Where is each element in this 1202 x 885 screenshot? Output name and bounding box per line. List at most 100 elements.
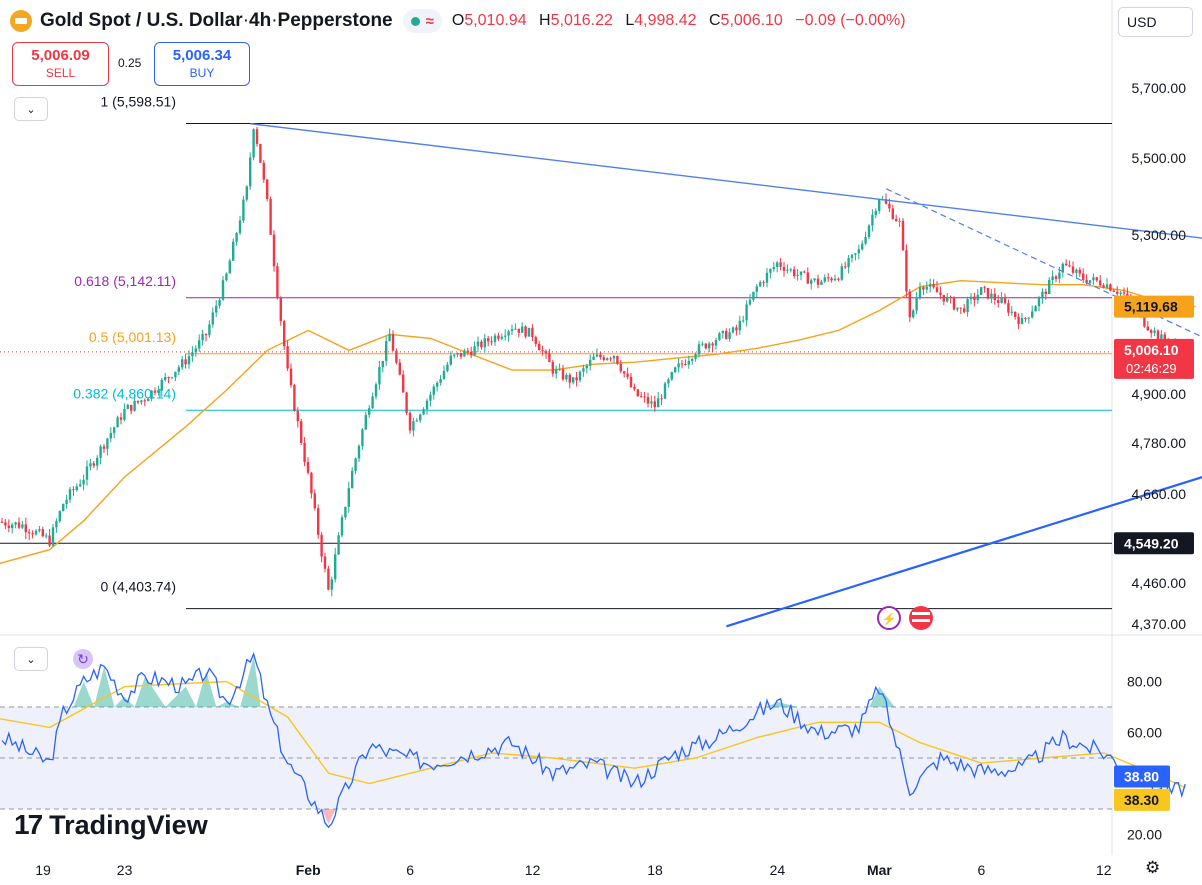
interval-label[interactable]: 4h <box>249 10 272 31</box>
candle-body <box>310 472 313 494</box>
candle-body <box>303 443 306 463</box>
buy-button[interactable]: 5,006.34 BUY <box>154 42 250 86</box>
candle-body <box>976 294 979 301</box>
candle-body <box>718 333 721 340</box>
candle-body <box>755 286 758 292</box>
candle-body <box>296 411 299 422</box>
candle-body <box>595 354 599 357</box>
candle-body <box>810 280 813 284</box>
candle-body <box>136 400 140 403</box>
candle-body <box>466 350 469 352</box>
symbol-title[interactable]: Gold Spot / U.S. Dollar <box>40 10 243 31</box>
candle-body <box>140 400 143 403</box>
candle-body <box>521 326 524 333</box>
candle-body <box>963 308 966 313</box>
candle-body <box>541 350 544 352</box>
candle-body <box>51 527 55 546</box>
candle-body <box>867 225 871 238</box>
candle-body <box>1105 284 1109 288</box>
candle-body <box>813 278 816 281</box>
candle-body <box>123 408 126 420</box>
candle-body <box>1085 279 1088 284</box>
candle-body <box>473 346 476 356</box>
candle-body <box>0 521 4 523</box>
time-tick-label: 24 <box>770 862 786 878</box>
candle-body <box>901 220 905 251</box>
candle-body <box>687 360 690 365</box>
candle-body <box>72 489 75 491</box>
gear-icon[interactable]: ⚙ <box>1145 858 1161 877</box>
tv-mark-icon: 17 <box>14 809 43 840</box>
candle-body <box>330 579 333 590</box>
candle-body <box>786 269 789 271</box>
candle-body <box>663 383 667 399</box>
candle-body <box>782 266 786 271</box>
candle-body <box>374 384 378 397</box>
trendline-dashed <box>885 188 1202 338</box>
market-open-icon <box>410 16 420 26</box>
candle-body <box>1099 280 1102 286</box>
sell-price: 5,006.09 <box>31 47 90 64</box>
candle-body <box>354 458 357 471</box>
trendline-lower <box>726 476 1202 628</box>
time-tick-label: Feb <box>296 862 321 878</box>
candle-body <box>731 327 735 333</box>
collapse-legend-button[interactable]: ⌄ <box>14 97 48 121</box>
candle-body <box>215 305 218 313</box>
candle-body <box>555 369 558 374</box>
candle-body <box>442 370 446 379</box>
candle-body <box>340 517 344 536</box>
candle-body <box>1126 293 1129 296</box>
sell-button[interactable]: 5,006.09 SELL <box>12 42 109 86</box>
candle-body <box>327 568 330 590</box>
candle-body <box>456 352 459 355</box>
chevron-down-icon: ⌄ <box>26 103 36 116</box>
candle-body <box>500 336 503 339</box>
candle-body <box>694 354 697 359</box>
candle-body <box>959 307 962 309</box>
candle-body <box>969 296 973 300</box>
candle-body <box>956 307 959 310</box>
candle-body <box>300 421 303 444</box>
tradingview-logo: 17 TradingView <box>14 809 208 841</box>
candle-body <box>1078 269 1081 274</box>
candle-body <box>660 398 663 400</box>
candle-body <box>504 335 507 337</box>
level-price-tag <box>1114 532 1194 555</box>
candle-body <box>211 312 214 325</box>
candle-body <box>915 297 918 311</box>
candle-body <box>79 484 82 487</box>
candle-body <box>38 529 41 531</box>
candle-body <box>820 281 823 285</box>
candle-body <box>266 179 269 199</box>
candle-body <box>58 511 61 522</box>
collapse-rsi-legend-button[interactable]: ⌄ <box>14 647 48 671</box>
candle-body <box>691 358 694 361</box>
candle-body <box>102 446 106 449</box>
candle-body <box>364 414 367 430</box>
candle-body <box>109 432 112 439</box>
candle-body <box>493 335 497 342</box>
rsi-tick-label: 60.00 <box>1127 725 1162 741</box>
candle-body <box>259 143 262 163</box>
candle-body <box>738 320 741 331</box>
candle-body <box>320 534 323 557</box>
candle-body <box>973 296 976 301</box>
spread-value: 0.25 <box>118 56 142 70</box>
candle-body <box>449 355 452 365</box>
rsi-tick-label: 80.00 <box>1127 674 1162 690</box>
candle-body <box>636 389 639 397</box>
candle-body <box>674 367 677 373</box>
candle-body <box>419 414 422 421</box>
candle-body <box>708 343 711 349</box>
candle-body <box>1088 280 1092 284</box>
candle-body <box>908 291 911 318</box>
candle-body <box>408 412 412 431</box>
market-status-pill[interactable]: ≈ <box>402 9 442 33</box>
candle-body <box>286 346 289 369</box>
currency-selector[interactable]: USD <box>1118 7 1193 37</box>
candle-body <box>1071 266 1075 273</box>
candle-body <box>551 362 554 374</box>
fib-label: 0.382 (4,860.14) <box>73 385 176 401</box>
